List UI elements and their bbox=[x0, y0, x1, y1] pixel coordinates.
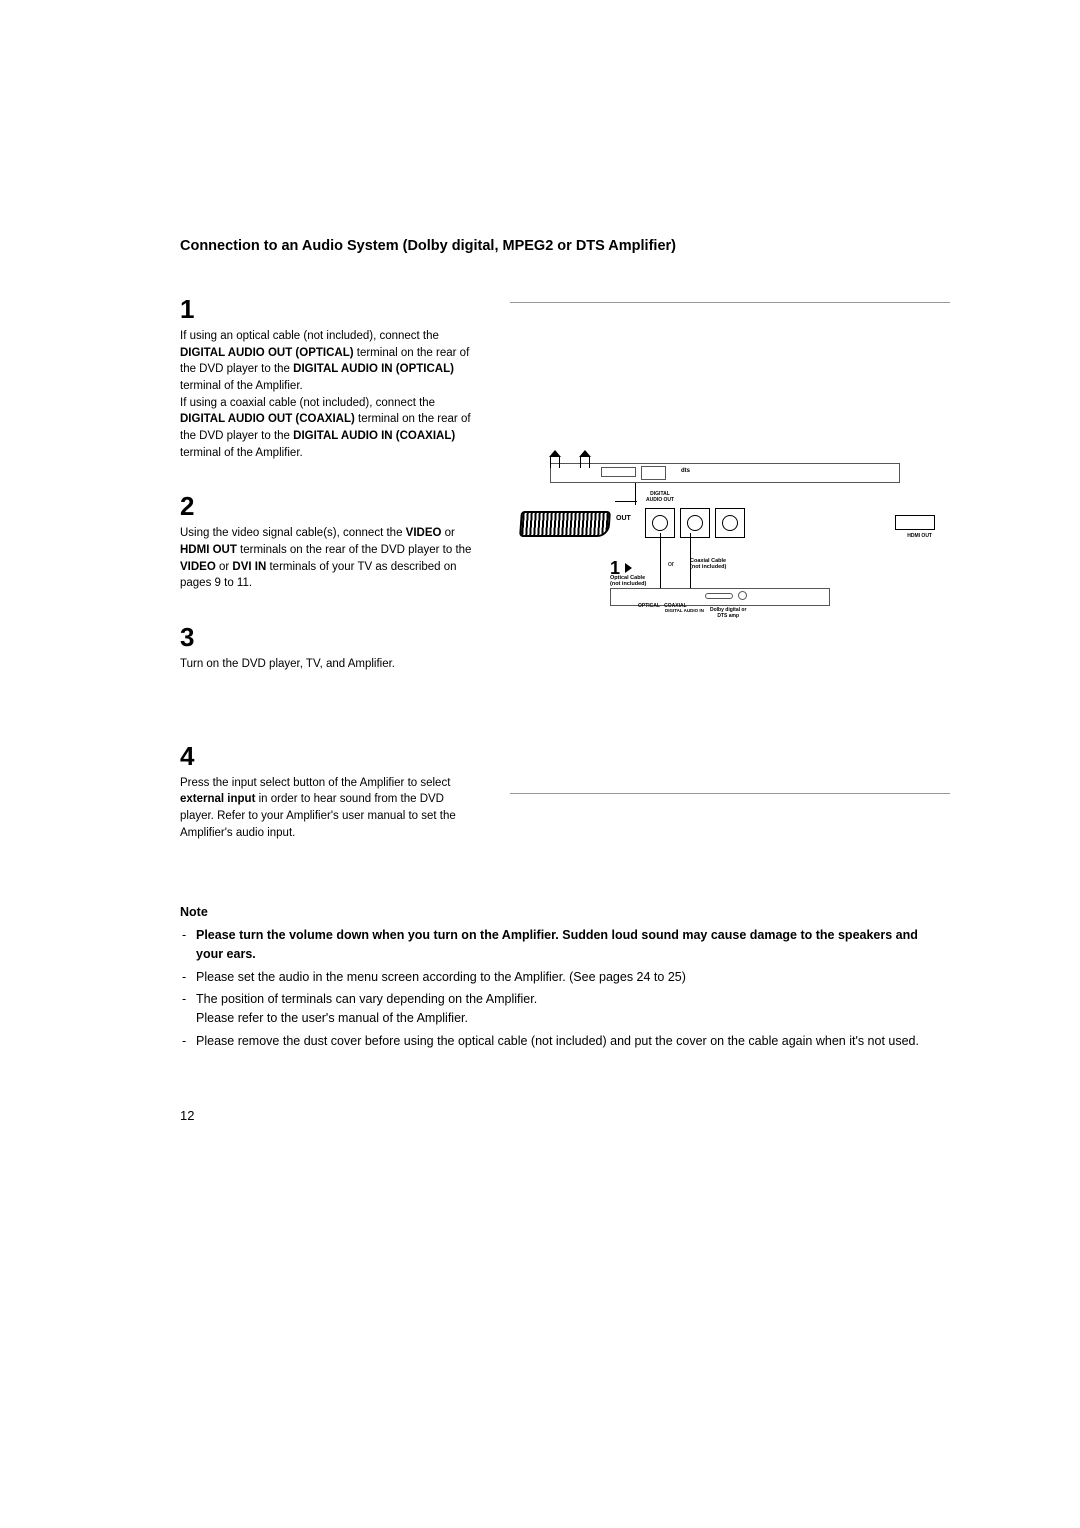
note-item: -Please set the audio in the menu screen… bbox=[180, 968, 920, 987]
step-number: 3 bbox=[180, 624, 480, 650]
text: or bbox=[216, 561, 233, 573]
amp-description: Dolby digital or DTS amp bbox=[710, 608, 746, 619]
step-body: Turn on the DVD player, TV, and Amplifie… bbox=[180, 656, 480, 673]
step-2: 2 Using the video signal cable(s), conne… bbox=[180, 493, 480, 592]
step-body: Using the video signal cable(s), connect… bbox=[180, 525, 480, 592]
note-section: Note -Please turn the volume down when y… bbox=[180, 903, 920, 1050]
port-icon bbox=[680, 508, 710, 538]
term: DIGITAL AUDIO OUT (OPTICAL) bbox=[180, 347, 354, 359]
hdmi-out-label: HDMI OUT bbox=[907, 533, 932, 539]
text: or bbox=[441, 527, 454, 539]
term: external input bbox=[180, 793, 255, 805]
note-text: Please turn the volume down when you tur… bbox=[196, 926, 920, 964]
term: DIGITAL AUDIO OUT (COAXIAL) bbox=[180, 413, 355, 425]
page-number: 12 bbox=[180, 1108, 194, 1123]
coaxial-cable-label: Coaxial Cable (not included) bbox=[690, 558, 726, 570]
text: If using a coaxial cable (not included),… bbox=[180, 397, 435, 409]
step-number: 2 bbox=[180, 493, 480, 519]
note-dash: - bbox=[180, 968, 196, 987]
connection-diagram: dts OUT DIGITAL AUDIO OUT HDMI OUT 1 bbox=[510, 463, 950, 663]
text: OPTICAL bbox=[638, 603, 660, 609]
divider bbox=[510, 302, 950, 303]
or-label: or bbox=[668, 561, 674, 568]
step-4: 4 Press the input select button of the A… bbox=[180, 743, 480, 842]
note-dash: - bbox=[180, 1032, 196, 1051]
digital-audio-out-label: DIGITAL AUDIO OUT bbox=[645, 491, 675, 503]
panel-label-icon bbox=[641, 466, 666, 480]
text: Press the input select button of the Amp… bbox=[180, 777, 450, 789]
diagram-column: dts OUT DIGITAL AUDIO OUT HDMI OUT 1 bbox=[510, 296, 950, 873]
cable-line bbox=[660, 533, 661, 588]
note-dash: - bbox=[180, 990, 196, 1028]
step-number: 1 bbox=[180, 296, 480, 322]
note-item: -Please turn the volume down when you tu… bbox=[180, 926, 920, 964]
note-header: Note bbox=[180, 903, 920, 922]
term: DIGITAL AUDIO IN (COAXIAL) bbox=[293, 430, 455, 442]
connector-line bbox=[615, 501, 637, 502]
note-item: -Please remove the dust cover before usi… bbox=[180, 1032, 920, 1051]
text: Using the video signal cable(s), connect… bbox=[180, 527, 406, 539]
term: HDMI OUT bbox=[180, 544, 237, 556]
step-body: If using an optical cable (not included)… bbox=[180, 328, 480, 461]
digital-audio-in-label: DIGITAL AUDIO IN bbox=[665, 608, 704, 613]
port-icon bbox=[715, 508, 745, 538]
note-text: Please set the audio in the menu screen … bbox=[196, 968, 920, 987]
text: terminal of the Amplifier. bbox=[180, 380, 303, 392]
term: VIDEO bbox=[406, 527, 442, 539]
amp-port-icon bbox=[550, 456, 560, 468]
amp-port-icon bbox=[580, 456, 590, 468]
note-dash: - bbox=[180, 926, 196, 964]
amp-connector-icon bbox=[738, 591, 747, 600]
note-text: The position of terminals can vary depen… bbox=[196, 990, 920, 1028]
term: DVI IN bbox=[232, 561, 266, 573]
step-3: 3 Turn on the DVD player, TV, and Amplif… bbox=[180, 624, 480, 673]
term: DIGITAL AUDIO IN (OPTICAL) bbox=[293, 363, 454, 375]
amp-connector-icon bbox=[705, 593, 733, 599]
scart-port-icon bbox=[519, 511, 611, 537]
steps-column: 1 If using an optical cable (not include… bbox=[180, 296, 480, 873]
optical-cable-label: Optical Cable (not included) bbox=[610, 575, 646, 587]
out-label: OUT bbox=[616, 515, 631, 522]
term: VIDEO bbox=[180, 561, 216, 573]
step-body: Press the input select button of the Amp… bbox=[180, 775, 480, 842]
hdmi-port-icon bbox=[895, 515, 935, 530]
panel-label-icon bbox=[601, 467, 636, 477]
note-text: Please remove the dust cover before usin… bbox=[196, 1032, 920, 1051]
arrow-icon bbox=[625, 563, 632, 573]
step-1: 1 If using an optical cable (not include… bbox=[180, 296, 480, 461]
text: If using an optical cable (not included)… bbox=[180, 330, 439, 342]
text: terminal of the Amplifier. bbox=[180, 447, 303, 459]
text: terminals on the rear of the DVD player … bbox=[237, 544, 472, 556]
page-title: Connection to an Audio System (Dolby dig… bbox=[180, 238, 920, 254]
connector-row: OUT DIGITAL AUDIO OUT HDMI OUT bbox=[510, 503, 950, 563]
note-item: -The position of terminals can vary depe… bbox=[180, 990, 920, 1028]
step-number: 4 bbox=[180, 743, 480, 769]
divider bbox=[510, 793, 950, 794]
dvd-panel: dts bbox=[550, 463, 900, 483]
dts-label: dts bbox=[681, 468, 690, 474]
